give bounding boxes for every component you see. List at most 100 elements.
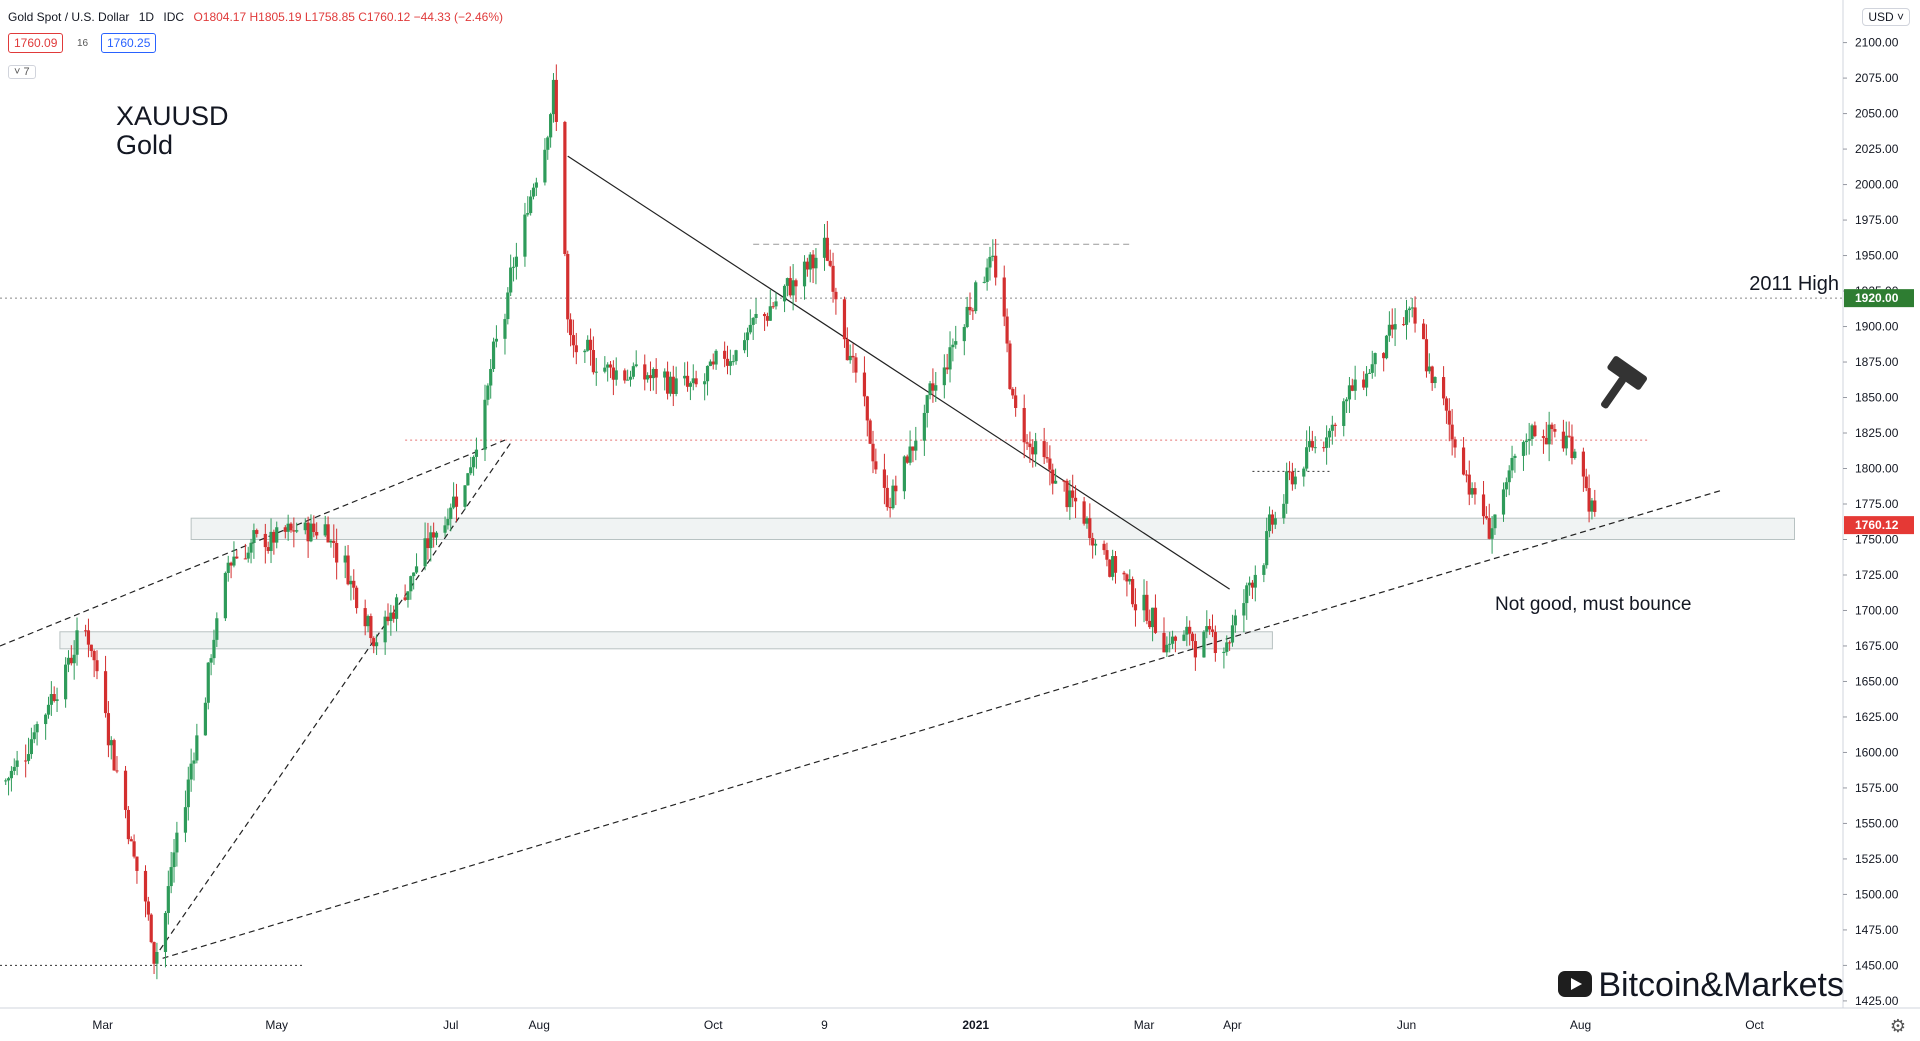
candle-body [1122, 572, 1126, 575]
candle-body [1430, 366, 1434, 384]
candle-body [554, 79, 558, 122]
candle-body [1190, 633, 1195, 642]
symbol-name[interactable]: Gold Spot / U.S. Dollar [8, 10, 130, 24]
candle-body [64, 664, 68, 700]
candle-body [1461, 447, 1466, 475]
candle-body [1382, 353, 1386, 359]
time-tick-label: Jun [1397, 1018, 1416, 1032]
candle-body [1313, 447, 1317, 449]
candle-body [1350, 385, 1354, 391]
candle-body [52, 694, 56, 701]
candle-body [49, 694, 53, 705]
candle-body [86, 630, 91, 645]
candle-body [1082, 501, 1086, 524]
candle-body [862, 372, 867, 397]
candle-body [1182, 634, 1186, 641]
candle-body [1193, 641, 1197, 658]
candle-body [503, 319, 507, 339]
candle-body [1593, 500, 1597, 512]
candle-body [332, 540, 336, 543]
candle-body [782, 285, 787, 302]
candle-body [965, 306, 969, 328]
sell-price-button[interactable]: 1760.09 [8, 33, 64, 53]
indicators-toggle[interactable]: ˅ 7 [8, 65, 36, 79]
candle-body [243, 558, 247, 560]
candle-body [1293, 476, 1297, 485]
time-tick-label: Aug [529, 1018, 550, 1032]
time-tick-label: Apr [1223, 1018, 1242, 1032]
candle-body [46, 704, 51, 715]
candle-body [1310, 441, 1314, 448]
buy-price-button[interactable]: 1760.25 [101, 33, 157, 53]
candle-body [112, 740, 116, 771]
candle-body [212, 639, 216, 659]
candle-body [1441, 377, 1446, 399]
candle-body [446, 519, 450, 526]
candle-body [406, 591, 410, 600]
candle-body [771, 306, 775, 308]
price-tick-label: 1625.00 [1855, 710, 1899, 724]
candle-body [449, 507, 453, 520]
candle-body [948, 347, 952, 370]
candle-body [266, 547, 270, 551]
candle-body [506, 292, 510, 320]
candle-body [374, 642, 379, 647]
price-tick-label: 1850.00 [1855, 391, 1899, 405]
price-tick-label: 1800.00 [1855, 462, 1899, 476]
candle-body [808, 254, 812, 270]
candle-body [1228, 642, 1232, 644]
spread-value: 16 [77, 38, 89, 49]
candle-body [1142, 594, 1146, 611]
candle-body [226, 562, 230, 573]
candle-body [791, 280, 795, 296]
candle-body [92, 650, 96, 661]
candle-body [69, 657, 73, 664]
candle-body [509, 267, 513, 293]
candle-body [286, 523, 290, 532]
support-zone [59, 631, 1273, 650]
settings-gear-icon[interactable]: ⚙ [1889, 1016, 1906, 1036]
candle-body [874, 461, 878, 470]
currency-selector[interactable]: USD ˅ [1862, 8, 1910, 26]
time-tick-label: Mar [1134, 1018, 1155, 1032]
candle-body [685, 375, 690, 387]
candle-body [822, 237, 827, 258]
trend-line [162, 489, 1724, 959]
candle-body [1390, 324, 1394, 330]
candle-body [668, 376, 673, 394]
candle-body [1230, 625, 1235, 643]
candle-body [1450, 424, 1454, 440]
price-tick-label: 1575.00 [1855, 781, 1899, 795]
candle-body [466, 473, 470, 486]
candle-body [802, 261, 807, 287]
candle-body [942, 367, 946, 386]
price-tick-label: 2025.00 [1855, 142, 1899, 156]
candle-body [183, 807, 188, 833]
interval-label[interactable]: 1D [138, 10, 155, 24]
candle-body [1048, 458, 1052, 470]
candle-body [1065, 480, 1069, 508]
candle-body [814, 257, 818, 269]
candle-body [1402, 324, 1406, 326]
high-price-label: 1920.00 [1855, 291, 1899, 305]
candle-body [1150, 607, 1155, 628]
candle-body [694, 378, 698, 385]
candle-body [894, 485, 898, 492]
candle-body [483, 399, 487, 450]
candle-body [1544, 437, 1548, 445]
candle-body [734, 350, 738, 362]
candle-body [1051, 469, 1055, 484]
candle-body [1208, 626, 1212, 630]
candle-body [514, 256, 518, 267]
candle-body [155, 952, 159, 964]
price-tick-label: 1525.00 [1855, 852, 1899, 866]
candle-body [29, 739, 33, 755]
candle-body [346, 555, 350, 585]
candle-body [443, 525, 447, 533]
candle-body [166, 886, 170, 914]
candle-body [95, 660, 99, 672]
price-tick-label: 1775.00 [1855, 497, 1899, 511]
candle-body [283, 527, 287, 532]
candle-body [705, 365, 710, 382]
